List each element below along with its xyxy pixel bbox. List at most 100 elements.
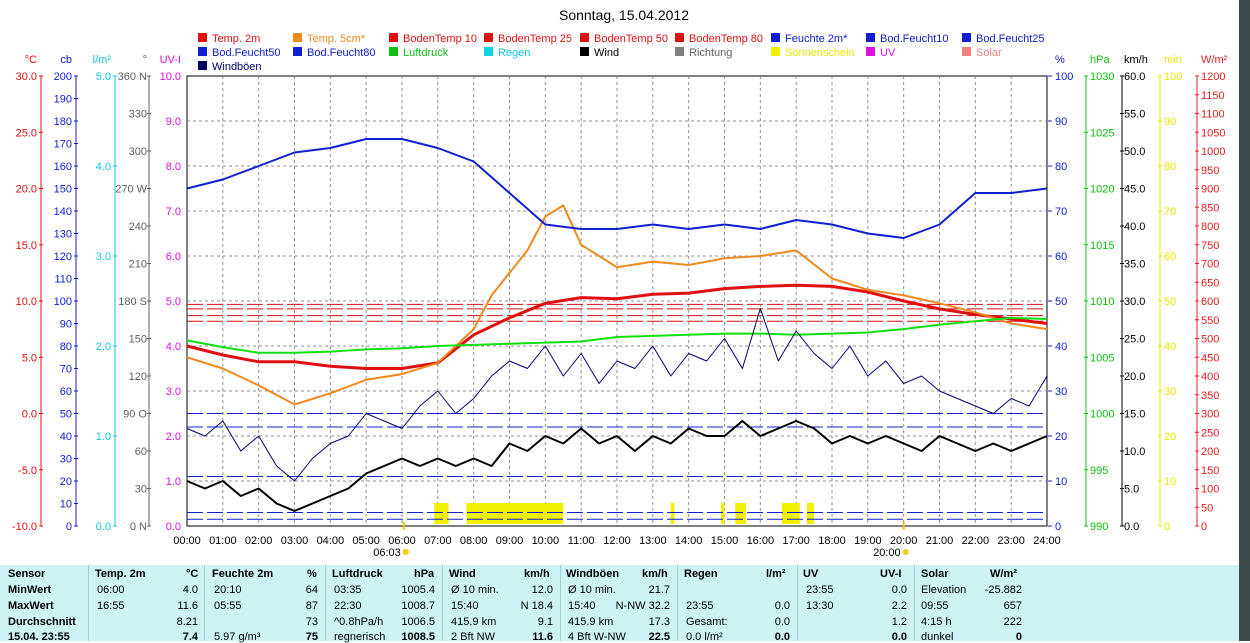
axis-tick-label: 150 [129,334,147,346]
x-axis-ticks: 00:00 01:00 02:00 03:00 04:00 05:00 06:00 07:00… [173,535,1061,547]
x-tick-label: 01:00 [209,535,237,547]
stat-luft_v: 1008.7 [401,600,435,612]
legend-swatch [580,47,589,56]
axis-tick-label: 550 [1201,315,1219,327]
axis-tick-label: 0 [1164,521,1170,533]
stat-luft_t: 22:30 [334,600,362,612]
axis-tick-label: 1005 [1090,352,1114,364]
legend-label: BodenTemp 50 [594,33,668,45]
axis-tick-label: 1015 [1090,240,1114,252]
legend-label: Luftdruck [403,47,449,59]
legend-label: Richtung [689,47,732,59]
x-tick-label: 10:00 [532,535,560,547]
axis-tick-label: 800 [1201,221,1219,233]
stat-wind_t: 2 Bft NW [451,631,496,643]
x-tick-label: 14:00 [675,535,703,547]
stat-luft_t: ^0.8hPa/h [334,616,384,628]
legend-label: Sonnenschein [785,47,855,59]
axis-tick-label: 360 N [118,71,147,83]
stat-wind_v: 11.6 [532,631,553,643]
axis-tick-label: -5.0 [18,465,37,477]
legend-swatch [675,47,684,56]
axis-tick-label: 6.0 [166,251,181,263]
axis-tick-label: 0 [1201,521,1207,533]
legend-swatch [293,47,302,56]
sunset-label: 20:00 [873,547,901,559]
stat-solar_v: 657 [1003,600,1022,612]
axis-tick-label: 70 [60,364,72,376]
hdr-temp-unit: °C [186,568,199,580]
stat-boeen_t: Ø 10 min. [568,584,616,596]
axis-unit: ° [143,54,147,66]
axis-tick-label: 30 [135,484,147,496]
axis-tick-label: 40 [1164,341,1176,353]
x-tick-label: 02:00 [245,535,273,547]
stat-solar_t: 4:15 h [921,616,952,628]
x-tick-label: 20:00 [890,535,918,547]
stat-wind_t: Ø 10 min. [451,584,499,596]
x-tick-label: 23:00 [997,535,1025,547]
legend-swatch [484,33,493,42]
legend-label: Bod.Feucht25 [976,33,1045,45]
x-tick-label: 11:00 [568,535,595,547]
axis-tick-label: 3.0 [166,386,181,398]
axis-tick-label: 50.0 [1124,146,1145,158]
sunshine-bar [466,503,488,524]
axis-tick-label: 60 [60,386,72,398]
axis-tick-label: 0 [66,521,72,533]
axis-tick-label: 150 [1201,465,1219,477]
axis-tick-label: 1050 [1201,127,1225,139]
stat-boeen_t: 415.9 km [568,616,614,628]
x-tick-label: 08:00 [460,535,488,547]
stat-label: MaxWert [8,600,54,612]
axis-tick-label: 3.0 [96,251,111,263]
axis-tick-label: 90 [1055,116,1067,128]
x-tick-label: 19:00 [854,535,882,547]
legend-swatch [198,47,207,56]
axis-tick-label: 10.0 [1124,446,1145,458]
sunrise-label: 06:03 [373,547,401,559]
stat-wind_v: 12.0 [531,584,553,596]
legend-label: Bod.Feucht80 [307,47,376,59]
axis-unit: UV-I [160,54,181,66]
series-line [186,308,1048,482]
hdr-uv-unit: UV-I [880,568,902,580]
series-line [186,283,1048,370]
axis-tick-label: 5.0 [1124,484,1139,496]
stat-feuchte_t: 20:10 [214,584,242,596]
axis-tick-label: 20.0 [1124,371,1145,383]
stat-solar_t: dunkel [921,631,954,643]
series-line [186,420,1048,512]
axis-tick-label: 0.0 [96,521,111,533]
legend-label: BodenTemp 10 [403,33,477,45]
axis-tick-label: 2.0 [166,431,181,443]
hdr-wind: Wind [449,568,476,580]
axis-tick-label: 1.0 [96,431,111,443]
stat-regen_v: 0.0 [774,600,790,612]
dashed-levels [187,303,1047,520]
axis-tick-label: 40 [1055,341,1067,353]
stat-boeen_t: 15:40 [568,600,596,612]
axis-tick-label: 1.0 [166,476,181,488]
legend: Temp. 2m Temp. 5cm* BodenTemp 10 BodenTemp … [198,33,1045,73]
hdr-solar-unit: W/m² [990,568,1017,580]
x-tick-label: 21:00 [926,535,954,547]
axis-tick-label: 200 [1201,446,1219,458]
axis-tick-label: 170 [54,139,72,151]
axis-tick-label: 995 [1090,465,1108,477]
hdr-regen: Regen [684,568,718,580]
sunshine-bar [806,503,815,524]
axis-tick-label: 0 N [130,521,147,533]
hdr-feuchte: Feuchte 2m [212,568,274,580]
axis-tick-label: 100 [1201,484,1219,496]
axis-tick-label: 10 [1055,476,1067,488]
stat-solar_v: 0 [1015,631,1022,643]
axis-unit: W/m² [1201,54,1228,66]
x-tick-label: 18:00 [818,535,846,547]
axis-tick-label: 1030 [1090,71,1114,83]
axis-unit: °C [25,54,37,66]
axis-tick-label: 120 [54,251,72,263]
x-tick-label: 03:00 [281,535,309,547]
axis-tick-label: 10 [1164,476,1176,488]
series-lines [186,138,1048,512]
